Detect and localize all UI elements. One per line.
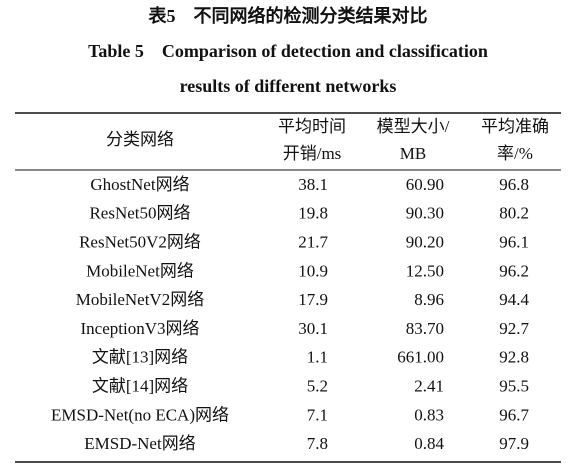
table-title-en: results of different networks xyxy=(180,76,397,96)
table-title-cn: 表5 不同网络的检测分类结果对比 xyxy=(149,5,428,26)
header-cell: 平均准确 xyxy=(481,117,549,136)
table-cell: EMSD-Net(no ECA)网络 xyxy=(51,405,229,424)
table-cell: MobileNet网络 xyxy=(86,261,194,280)
table-cell: 80.2 xyxy=(499,204,529,223)
table-cell: 97.9 xyxy=(499,434,529,453)
table-cell: GhostNet网络 xyxy=(90,175,189,194)
table-cell: 0.84 xyxy=(414,434,444,453)
table-cell: 12.50 xyxy=(406,261,444,280)
table-cell: MobileNetV2网络 xyxy=(76,290,204,309)
table-cell: 1.1 xyxy=(307,348,328,367)
table-cell: 90.30 xyxy=(406,204,444,223)
header-cell: MB xyxy=(400,144,426,163)
table-cell: 96.2 xyxy=(499,261,529,280)
table-cell: 17.9 xyxy=(298,290,328,309)
table-cell: 94.4 xyxy=(499,290,529,309)
header-cell: 模型大小/ xyxy=(377,117,450,136)
header-cell: 分类网络 xyxy=(106,130,174,149)
table-cell: 661.00 xyxy=(397,348,444,367)
table-cell: 96.7 xyxy=(499,405,529,424)
table-title-en: Table 5 Comparison of detection and clas… xyxy=(88,41,488,61)
table-cell: 8.96 xyxy=(414,290,444,309)
table-cell: 95.5 xyxy=(499,377,529,396)
table-cell: 83.70 xyxy=(406,319,444,338)
table-cell: 5.2 xyxy=(307,377,328,396)
table-cell: 30.1 xyxy=(298,319,328,338)
table-cell: 60.90 xyxy=(406,175,444,194)
table-cell: 92.7 xyxy=(499,319,529,338)
table-cell: 文献[13]网络 xyxy=(92,348,188,367)
table-cell: 92.8 xyxy=(499,348,529,367)
table-cell: 2.41 xyxy=(414,377,444,396)
header-cell: 率/% xyxy=(497,144,533,163)
header-cell: 开销/ms xyxy=(283,144,342,163)
table-cell: 19.8 xyxy=(298,204,328,223)
table-cell: 7.1 xyxy=(307,405,328,424)
table-cell: ResNet50网络 xyxy=(89,204,190,223)
table-cell: 90.20 xyxy=(406,233,444,252)
table-cell: 38.1 xyxy=(298,175,328,194)
table-cell: 10.9 xyxy=(298,261,328,280)
table-cell: 7.8 xyxy=(307,434,328,453)
table-cell: 96.1 xyxy=(499,233,529,252)
header-cell: 平均时间 xyxy=(278,117,346,136)
table-cell: ResNet50V2网络 xyxy=(79,233,201,252)
table-cell: 96.8 xyxy=(499,175,529,194)
table-cell: InceptionV3网络 xyxy=(81,319,200,338)
table-cell: 文献[14]网络 xyxy=(92,377,188,396)
table-cell: 21.7 xyxy=(298,233,328,252)
table-cell: 0.83 xyxy=(414,405,444,424)
table-cell: EMSD-Net网络 xyxy=(84,434,195,453)
